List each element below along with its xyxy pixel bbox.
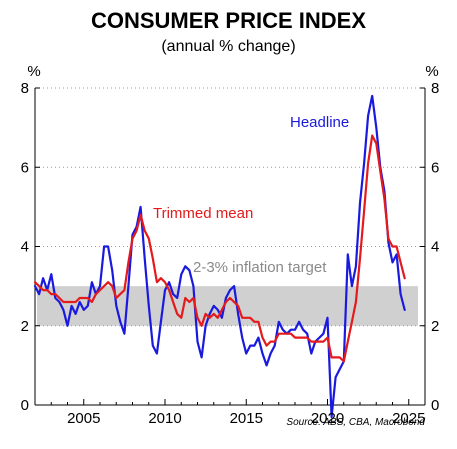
source-note: Source: ABS, CBA, Macrobond [286,417,425,428]
chart-title: CONSUMER PRICE INDEX [90,8,367,33]
chart-subtitle: (annual % change) [161,38,296,55]
trimmed-mean-series-label: Trimmed mean [153,205,253,222]
y-tick-label-right: 4 [431,239,439,256]
y-tick-label-left: 4 [21,239,29,256]
headline-series-line [33,94,406,418]
y-tick-label-right: 2 [431,318,439,335]
y-unit-right: % [425,63,438,80]
y-unit-left: % [27,63,40,80]
y-tick-label-right: 0 [431,397,439,414]
trimmed-mean-series-line [33,134,406,363]
axes [34,87,426,406]
y-tick-label-left: 8 [21,80,29,97]
y-tick-label-right: 8 [431,80,439,97]
x-tick-label: 2005 [67,410,100,427]
x-tick-label: 2010 [148,410,181,427]
series-lines [33,94,406,418]
y-tick-label-right: 6 [431,159,439,176]
x-tick-label: 2020 [311,410,344,427]
y-tick-label-left: 6 [21,159,29,176]
headline-series-label: Headline [290,114,349,131]
x-tick-label: 2025 [392,410,425,427]
labels: 0 0 2 2 4 4 6 6 8 8% % 2005 2010 2015 2020 2025 Headline… [21,63,440,428]
target-band-label: 2-3% inflation target [193,259,327,276]
y-tick-label-left: 2 [21,318,29,335]
y-tick-label-left: 0 [21,397,29,414]
x-tick-label: 2015 [230,410,263,427]
